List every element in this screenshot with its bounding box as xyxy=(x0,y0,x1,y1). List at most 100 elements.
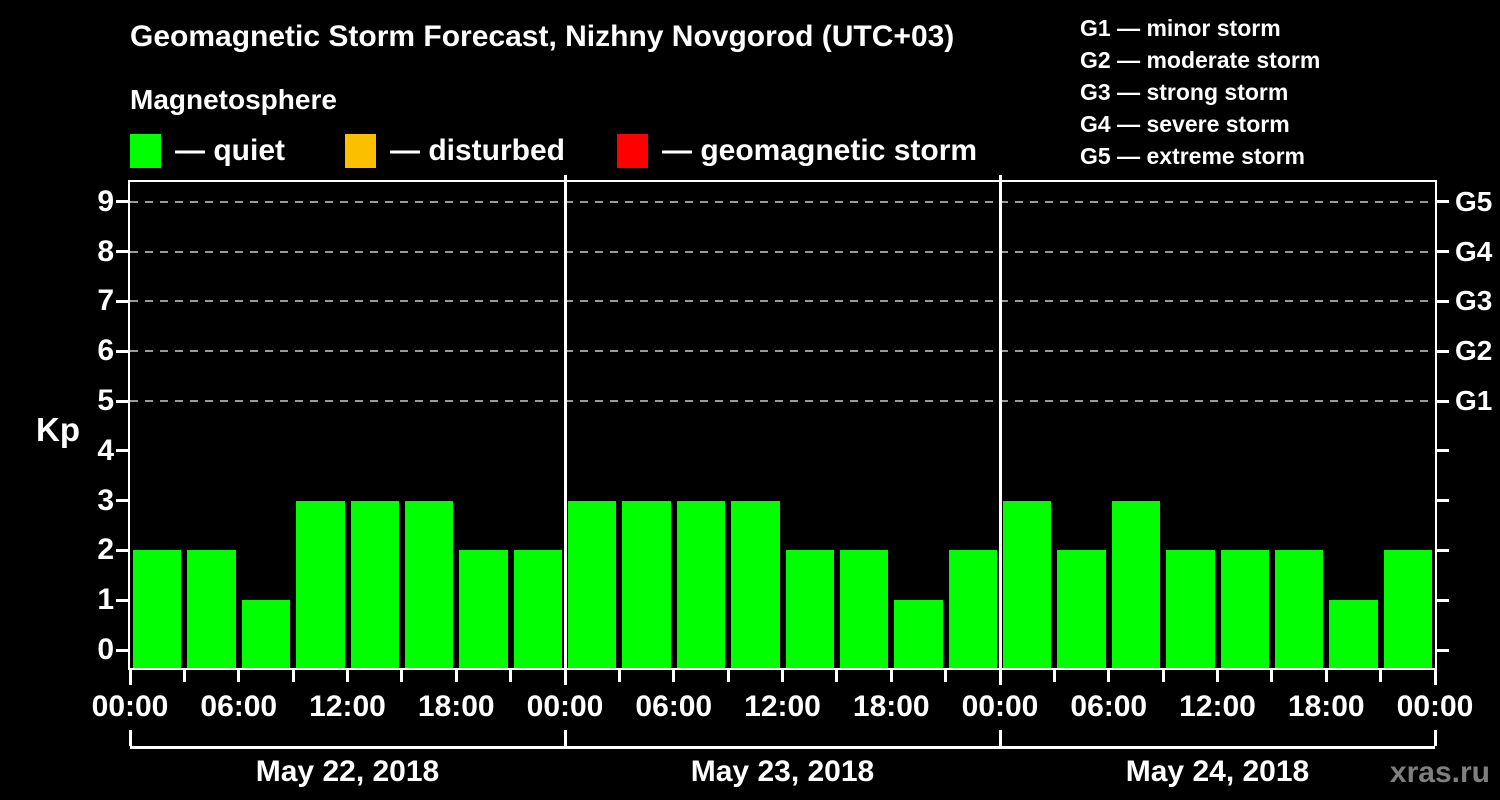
storm-scale-legend: G1 — minor storm G2 — moderate storm G3 — … xyxy=(1080,12,1320,172)
x-tick-label: 06:00 xyxy=(200,690,278,723)
x-tick-label: 12:00 xyxy=(1179,690,1256,723)
g-scale-label: G1 xyxy=(1455,385,1493,416)
storm-scale-line: G4 — severe storm xyxy=(1080,111,1290,137)
chart-title: Geomagnetic Storm Forecast, Nizhny Novgo… xyxy=(130,20,955,53)
x-tick xyxy=(128,670,132,685)
date-label: May 23, 2018 xyxy=(690,755,875,788)
x-tick xyxy=(617,670,621,682)
x-tick-label: 12:00 xyxy=(309,690,386,723)
y-tick xyxy=(116,548,130,552)
storm-scale-line: G1 — minor storm xyxy=(1080,15,1281,41)
bracket-tick xyxy=(1433,730,1437,746)
y-tick-label: 3 xyxy=(97,483,114,517)
x-tick xyxy=(998,670,1002,685)
y-tick xyxy=(116,349,130,353)
kp-bar xyxy=(133,550,182,668)
disturbed-swatch xyxy=(345,134,376,168)
g-scale-label: G3 xyxy=(1455,285,1493,317)
kp-bar xyxy=(948,550,997,668)
y-tick-right xyxy=(1435,250,1449,254)
x-tick xyxy=(182,670,186,682)
kp-bar xyxy=(513,550,562,668)
grid-line xyxy=(130,250,1435,253)
kp-bar xyxy=(568,500,617,668)
g-scale-label: G4 xyxy=(1455,235,1493,267)
legend-item-disturbed: — disturbed xyxy=(345,132,565,170)
bracket-tick xyxy=(998,730,1002,746)
x-tick xyxy=(509,670,513,682)
kp-bar xyxy=(1383,550,1432,668)
x-tick xyxy=(1216,670,1219,682)
x-tick xyxy=(1052,670,1056,682)
x-tick xyxy=(346,670,349,682)
quiet-swatch xyxy=(130,134,161,168)
legend-label: — disturbed xyxy=(390,134,566,167)
y-tick-right xyxy=(1435,200,1449,204)
storm-scale-line: G5 — extreme storm xyxy=(1080,143,1305,169)
day-divider xyxy=(563,175,567,668)
x-tick xyxy=(1433,670,1437,685)
x-tick xyxy=(1107,670,1111,682)
y-tick xyxy=(116,648,130,652)
x-tick-label: 12:00 xyxy=(744,690,821,723)
kp-bar xyxy=(1166,550,1215,668)
x-tick xyxy=(237,670,241,682)
legend-label: — quiet xyxy=(175,134,285,167)
kp-bar xyxy=(839,550,889,668)
grid-line xyxy=(130,300,1435,303)
x-tick xyxy=(781,670,784,682)
y-tick-label: 8 xyxy=(97,234,114,268)
storm-swatch xyxy=(617,134,648,168)
x-tick xyxy=(672,670,676,682)
y-tick-label: 7 xyxy=(97,284,114,318)
y-tick-label: 4 xyxy=(97,433,114,467)
storm-scale-line: G2 — moderate storm xyxy=(1080,47,1321,73)
kp-bar xyxy=(894,600,943,668)
y-tick xyxy=(116,499,130,503)
grid-line xyxy=(130,400,1435,402)
x-tick xyxy=(944,670,948,682)
x-tick xyxy=(400,670,404,682)
legend-item-quiet: — quiet xyxy=(130,132,285,170)
grid-line xyxy=(130,200,1435,203)
x-tick-label: 06:00 xyxy=(635,690,713,723)
date-bracket xyxy=(130,746,1435,749)
g-scale-label: G5 xyxy=(1455,185,1493,217)
kp-bar xyxy=(731,500,780,668)
kp-bar xyxy=(1003,500,1052,668)
y-tick xyxy=(116,299,130,303)
y-tick xyxy=(116,200,130,204)
kp-bar xyxy=(676,500,726,668)
y-tick-right xyxy=(1435,499,1449,503)
x-tick xyxy=(1270,670,1274,682)
x-tick-label: 00:00 xyxy=(1396,690,1474,723)
x-tick-label: 00:00 xyxy=(526,690,604,723)
watermark: xras.ru xyxy=(1389,756,1490,789)
kp-bar xyxy=(785,550,834,668)
kp-bar xyxy=(241,600,291,668)
y-tick xyxy=(116,598,130,602)
y-tick-label: 9 xyxy=(97,184,114,218)
kp-bar xyxy=(187,550,236,668)
date-label: May 22, 2018 xyxy=(255,755,440,788)
y-tick xyxy=(116,449,130,453)
y-tick xyxy=(116,399,130,403)
y-tick-right xyxy=(1435,299,1449,303)
x-tick xyxy=(1161,670,1165,682)
x-tick xyxy=(454,670,458,682)
storm-scale-line: G3 — strong storm xyxy=(1080,79,1289,105)
y-tick-label: 2 xyxy=(97,533,114,567)
y-tick-label: 1 xyxy=(97,583,114,617)
kp-bar xyxy=(1111,500,1161,668)
y-tick-right xyxy=(1435,598,1449,602)
y-tick-right xyxy=(1435,449,1449,453)
plot-area xyxy=(128,175,1437,670)
x-tick xyxy=(1379,670,1383,682)
y-tick-right xyxy=(1435,648,1449,652)
y-axis-title: Kp xyxy=(36,411,80,448)
x-tick-label: 18:00 xyxy=(417,690,495,723)
kp-bar xyxy=(1274,550,1324,668)
date-label: May 24, 2018 xyxy=(1125,755,1310,788)
legend-label: — geomagnetic storm xyxy=(662,134,978,167)
